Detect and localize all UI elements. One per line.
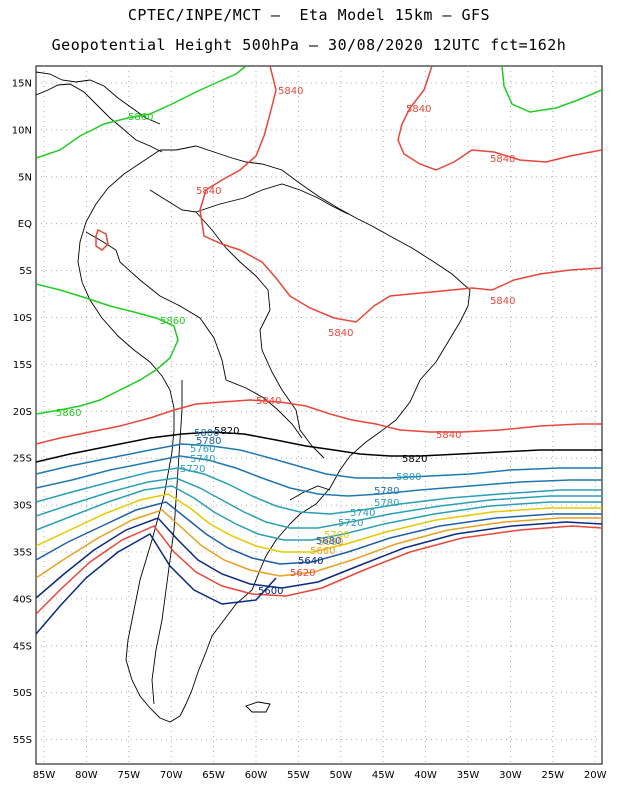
lon-tick-label: 40W <box>414 770 437 781</box>
contour-5600 <box>36 532 277 635</box>
label-5760: 5760 <box>190 444 215 455</box>
height-contours <box>36 66 602 635</box>
contour-5740 <box>36 477 602 529</box>
label-5680: 5680 <box>318 537 343 548</box>
lat-tick-label: 15S <box>13 360 32 371</box>
label-5820-b: 5820 <box>402 454 427 465</box>
label-5720-b: 5720 <box>338 518 363 529</box>
lon-tick-label: 65W <box>202 770 225 781</box>
contour-5840-south <box>36 399 602 445</box>
label-5840-h: 5840 <box>436 430 461 441</box>
contour-5860-north <box>36 66 247 159</box>
lon-tick-label: 55W <box>287 770 310 781</box>
lat-tick-label: EQ <box>18 219 32 230</box>
contour-5760 <box>36 467 602 515</box>
lon-tick-label: 60W <box>245 770 268 781</box>
lon-tick-label: 45W <box>372 770 395 781</box>
border-peru-bolivia <box>119 261 227 381</box>
label-5840-d: 5840 <box>196 186 221 197</box>
latitude-tick-labels: 15N 10N 5N EQ 5S 10S 15S 20S 25S 30S 35S 40S 45S 50S 5… <box>12 79 32 747</box>
label-5820-a: 5820 <box>214 426 239 437</box>
label-5740-b: 5740 <box>350 508 375 519</box>
label-5800-a: 5800 <box>194 428 219 439</box>
lat-tick-label: 10N <box>12 125 32 136</box>
lon-tick-label: 25W <box>541 770 564 781</box>
label-5840-f: 5840 <box>328 328 353 339</box>
contour-5860-south <box>36 283 179 415</box>
contour-5680 <box>36 501 602 565</box>
contour-labels: 5860 5860 5860 5840 5840 5840 5840 5840 … <box>56 86 515 597</box>
central-america-coast <box>36 83 163 153</box>
label-5720-a: 5720 <box>180 464 205 475</box>
contour-5840-island <box>95 228 109 251</box>
label-5640: 5640 <box>298 556 323 567</box>
border-paraguay <box>225 379 303 439</box>
label-5620: 5620 <box>290 568 315 579</box>
contour-5840-north <box>199 66 602 323</box>
label-5780-b: 5780 <box>374 486 399 497</box>
lat-tick-label: 55S <box>13 735 32 746</box>
central-america-coast-north <box>36 71 161 125</box>
contour-5780 <box>36 455 602 497</box>
falkland-islands <box>245 701 271 713</box>
border-argentina-chile <box>151 380 183 705</box>
contour-5800 <box>36 443 602 479</box>
label-5800-b: 5800 <box>396 472 421 483</box>
label-5680-b: 5680 <box>316 536 341 547</box>
label-5780-a: 5780 <box>196 436 221 447</box>
lat-tick-label: 5N <box>18 172 32 183</box>
map-title-field: Geopotential Height 500hPa – 30/08/2020 … <box>51 36 567 54</box>
contour-5640 <box>36 517 602 599</box>
map-title-model: CPTEC/INPE/MCT – Eta Model 15km – GFS <box>127 6 491 24</box>
lon-tick-label: 75W <box>117 770 140 781</box>
lon-tick-label: 70W <box>160 770 183 781</box>
label-5840-g: 5840 <box>256 396 281 407</box>
label-5840-e: 5840 <box>490 296 515 307</box>
lat-tick-label: 50S <box>13 688 32 699</box>
label-5860-b: 5860 <box>160 316 185 327</box>
lat-tick-label: 5S <box>19 266 32 277</box>
contour-5700 <box>36 493 602 553</box>
contour-5840-ne <box>397 66 602 171</box>
lon-tick-label: 20W <box>584 770 607 781</box>
label-5840-a: 5840 <box>278 86 303 97</box>
contour-5860-ne <box>501 66 602 113</box>
south-america-coast <box>77 145 471 723</box>
lat-tick-label: 30S <box>13 501 32 512</box>
contour-5660 <box>36 509 602 579</box>
border-uruguay <box>289 485 331 501</box>
lon-tick-label: 30W <box>499 770 522 781</box>
label-5740-a: 5740 <box>190 454 215 465</box>
border-colombia-venezuela <box>149 189 197 213</box>
label-5660: 5660 <box>310 546 335 557</box>
lon-tick-label: 80W <box>75 770 98 781</box>
lat-tick-label: 35S <box>13 548 32 559</box>
lat-tick-label: 45S <box>13 641 32 652</box>
label-5700: 5700 <box>324 530 349 541</box>
lat-tick-label: 10S <box>13 313 32 324</box>
lat-tick-label: 15N <box>12 79 32 90</box>
contour-5620 <box>36 525 602 615</box>
label-5840-c: 5840 <box>490 154 515 165</box>
lon-tick-label: 50W <box>329 770 352 781</box>
coastlines-borders <box>36 71 471 723</box>
contour-5820 <box>36 431 602 463</box>
lat-tick-label: 20S <box>13 407 32 418</box>
longitude-tick-labels: 85W 80W 75W 70W 65W 60W 55W 50W 45W 40W 35W 30W 25W 2… <box>33 770 607 781</box>
label-5840-b: 5840 <box>406 104 431 115</box>
label-5860-a: 5860 <box>128 112 153 123</box>
border-brazil-west <box>195 211 325 459</box>
label-5600: 5600 <box>258 586 283 597</box>
label-5780-c: 5780 <box>374 498 399 509</box>
lat-tick-label: 25S <box>13 454 32 465</box>
label-5860-c: 5860 <box>56 408 81 419</box>
map-frame <box>35 65 603 765</box>
lon-tick-label: 35W <box>457 770 480 781</box>
border-brazil-north <box>195 183 349 215</box>
lon-tick-label: 85W <box>33 770 56 781</box>
contour-5720 <box>36 485 602 541</box>
lat-tick-label: 40S <box>13 594 32 605</box>
